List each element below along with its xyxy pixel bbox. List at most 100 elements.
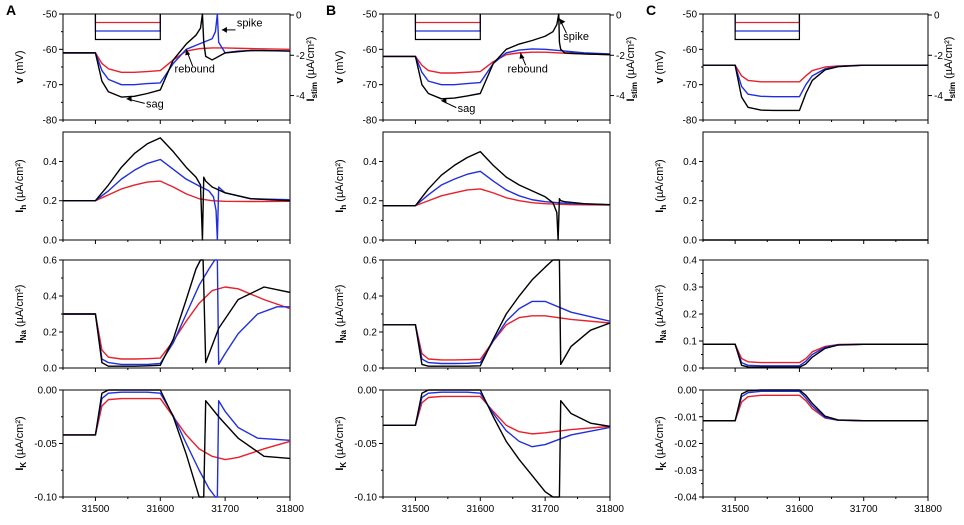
y-tick-label: -50	[363, 10, 378, 21]
stim-trace-black	[414, 14, 481, 41]
x-tick-label: 31800	[914, 504, 942, 515]
series-group	[703, 389, 928, 422]
series-line-blue	[383, 300, 610, 365]
subplot-ik: -0.10 -0.05 0.00 31500 31600 31700 31800	[34, 386, 304, 516]
series-line-black	[63, 259, 290, 367]
right-tick-label: 0	[616, 11, 622, 22]
y-tick-label: -0.10	[34, 493, 57, 504]
y-tick-label: 0.2	[683, 196, 697, 207]
x-tick-label: 31700	[850, 504, 878, 515]
y-tick-label: -60	[683, 45, 698, 56]
right-tick-label: 0	[296, 11, 302, 22]
annotation-sag: sag	[458, 103, 476, 115]
x-tick-label: 31500	[402, 504, 430, 515]
plot-frame	[62, 259, 291, 369]
subplot-ik: -0.04 -0.03 -0.02 -0.01 0.00 31500 31600 31700 3…	[674, 386, 942, 516]
right-axis-label: Istim (µA/cm²)	[625, 37, 639, 102]
x-tick-label: 31500	[721, 504, 749, 515]
y-tick-label: -0.01	[674, 412, 697, 423]
right-tick-label: -2	[296, 51, 305, 62]
stim-trace-red	[414, 14, 481, 24]
series-line-red	[63, 180, 290, 203]
arrowhead	[126, 95, 132, 102]
y-tick-label: 0.2	[43, 328, 57, 339]
series-line-black	[383, 13, 610, 100]
y-axis-label: Ih (µA/cm²)	[654, 159, 668, 212]
series-group	[383, 150, 610, 241]
subplot-ih: 0.0 0.2 0.4	[363, 131, 611, 247]
y-tick-label: 0.2	[363, 196, 377, 207]
right-axis-label: Istim (µA/cm²)	[305, 37, 319, 102]
series-line-black	[383, 150, 610, 241]
right-axis-label: Istim (µA/cm²)	[943, 37, 957, 102]
subplot-v: -80 -70 -60 -50 0 -2 -4 Istim (µA/cm²)	[683, 10, 957, 127]
y-tick-label: -60	[43, 45, 58, 56]
y-tick-label: -0.10	[354, 493, 377, 504]
y-tick-label: 0.2	[43, 196, 57, 207]
y-tick-label: 0.2	[683, 310, 697, 321]
y-axis-label: INa (µA/cm²)	[14, 285, 28, 344]
annotation-spike: spike	[237, 17, 263, 29]
series-group	[63, 13, 290, 98]
right-tick-label: 0	[934, 11, 940, 22]
y-tick-label: -0.05	[34, 439, 57, 450]
y-axis-label: v (mV)	[334, 50, 346, 83]
series-line-red	[383, 395, 610, 435]
y-tick-label: -0.02	[674, 439, 697, 450]
y-tick-label: 0.0	[43, 364, 57, 375]
x-tick-label: 31700	[211, 504, 239, 515]
y-tick-label: 0.6	[43, 256, 57, 267]
y-tick-label: 0.4	[43, 292, 57, 303]
series-group	[63, 259, 290, 367]
right-axis-label-text: Istim (µA/cm²)	[943, 37, 957, 102]
y-axis-label-text: Ih (µA/cm²)	[14, 159, 28, 212]
right-axis-label-text: Istim (µA/cm²)	[625, 37, 639, 102]
plot-frame	[62, 389, 291, 498]
series-line-blue	[383, 170, 610, 207]
plot-frame	[382, 131, 611, 241]
y-axis-label-text: v (mV)	[654, 50, 666, 83]
panel-letter: C	[646, 2, 656, 18]
subplot-ina: 0.0 0.2 0.4 0.6	[43, 256, 291, 375]
right-tick-label: -2	[934, 51, 943, 62]
subplot-ih: 0.0 0.2 0.4	[683, 131, 929, 247]
annotation-rebound: rebound	[175, 63, 215, 75]
y-tick-label: 0.0	[683, 236, 697, 247]
series-group	[63, 389, 290, 498]
series-line-black	[703, 343, 928, 368]
x-tick-label: 31600	[786, 504, 814, 515]
series-line-black	[703, 64, 928, 112]
y-tick-label: -80	[363, 116, 378, 127]
y-axis-label: INa (µA/cm²)	[334, 285, 348, 344]
right-axis-label-text: Istim (µA/cm²)	[305, 37, 319, 102]
y-tick-label: 0.0	[363, 364, 377, 375]
y-tick-label: 0.4	[683, 157, 697, 168]
series-line-black	[63, 137, 290, 241]
y-tick-label: -60	[363, 45, 378, 56]
series-group	[383, 13, 610, 100]
y-axis-label-text: Ih (µA/cm²)	[654, 159, 668, 212]
panel-letter: A	[6, 2, 16, 18]
y-axis-label-text: INa (µA/cm²)	[654, 285, 668, 344]
y-tick-label: -0.05	[354, 439, 377, 450]
y-tick-label: 0.1	[683, 337, 697, 348]
y-tick-label: -0.03	[674, 466, 697, 477]
y-axis-label: v (mV)	[14, 50, 26, 83]
stim-trace-black	[734, 14, 801, 41]
arrowhead	[559, 18, 566, 25]
y-axis-label-text: IK (µA/cm²)	[14, 416, 28, 470]
y-tick-label: 0.4	[683, 256, 697, 267]
plot-frame	[702, 131, 929, 241]
y-tick-label: -70	[683, 80, 698, 91]
x-tick-label: 31800	[276, 504, 304, 515]
series-group	[703, 343, 928, 368]
subplot-v: -80 -70 -60 -50 0 -2 -4 Istim (µA/cm²) spike rebo…	[363, 10, 639, 127]
y-tick-label: -0.04	[674, 493, 697, 504]
plot-frame	[382, 389, 611, 498]
panel-letter: B	[326, 2, 336, 18]
series-line-red	[63, 286, 290, 360]
series-line-red	[383, 51, 610, 74]
stim-trace-black	[94, 14, 161, 41]
y-tick-label: -80	[683, 116, 698, 127]
